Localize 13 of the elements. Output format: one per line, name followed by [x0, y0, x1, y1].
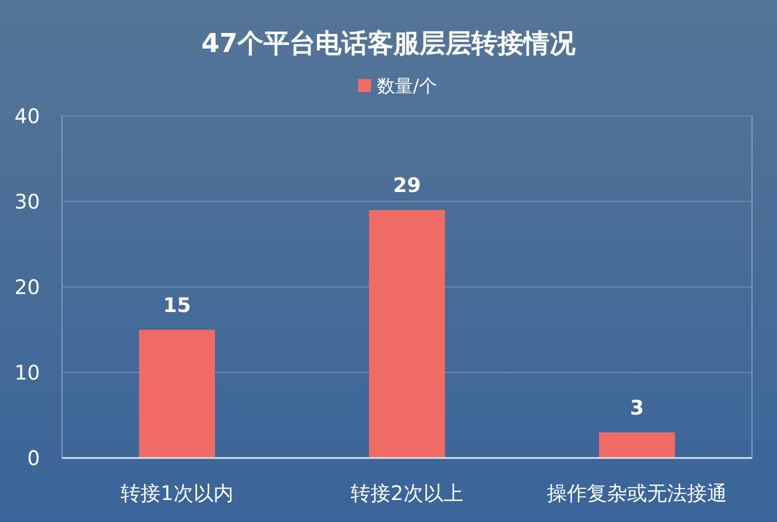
x-tick-label: 操作复杂或无法接通: [547, 481, 727, 505]
data-label: 29: [393, 173, 421, 198]
y-tick-label: 40: [14, 104, 40, 128]
y-tick-label: 30: [14, 190, 40, 214]
legend-label: 数量/个: [377, 76, 438, 97]
y-tick-label: 10: [14, 360, 40, 384]
y-tick-label: 20: [14, 275, 40, 299]
chart-title: 47个平台电话客服层层转接情况: [201, 29, 577, 59]
y-tick-label: 0: [27, 446, 40, 470]
data-label: 15: [163, 292, 191, 317]
data-label: 3: [630, 395, 644, 420]
x-tick-label: 转接1次以内: [120, 481, 234, 505]
x-tick-label: 转接2次以上: [350, 481, 464, 505]
